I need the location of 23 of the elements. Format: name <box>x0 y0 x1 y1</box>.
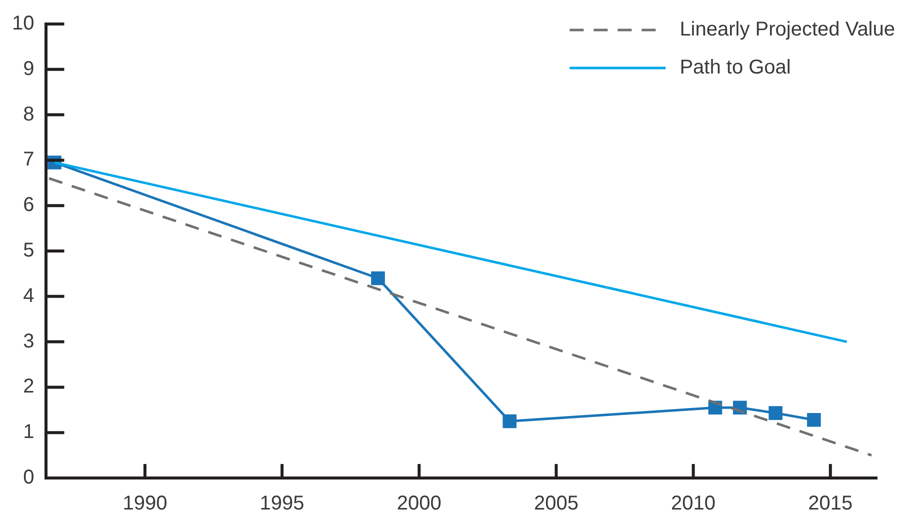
x-tick-label: 2010 <box>671 492 716 515</box>
point <box>768 406 782 420</box>
y-tick-label: 6 <box>23 194 34 216</box>
point <box>807 412 821 427</box>
y-tick-label: 0 <box>23 466 34 489</box>
legend-label: Path to Goal <box>680 56 791 79</box>
y-tick-label: 4 <box>23 284 34 307</box>
y-tick-label: 3 <box>23 330 34 352</box>
y-tick-label: 2 <box>23 376 34 398</box>
point <box>371 271 385 286</box>
x-tick-label: 1995 <box>260 492 304 515</box>
x-tick-label: 1990 <box>122 492 168 515</box>
y-tick-label: 1 <box>23 421 34 444</box>
point <box>502 414 517 428</box>
x-tick-label: 2015 <box>808 492 853 515</box>
x-tick-label: 2000 <box>396 492 442 515</box>
y-tick-label: 10 <box>12 12 34 35</box>
legend-label: Linearly Projected Value <box>680 18 895 41</box>
y-tick-label: 9 <box>23 58 34 80</box>
x-tick-label: 2005 <box>534 492 578 515</box>
y-tick-label: 7 <box>23 148 34 171</box>
y-tick-label: 8 <box>23 103 34 126</box>
y-tick-label: 5 <box>23 240 34 262</box>
